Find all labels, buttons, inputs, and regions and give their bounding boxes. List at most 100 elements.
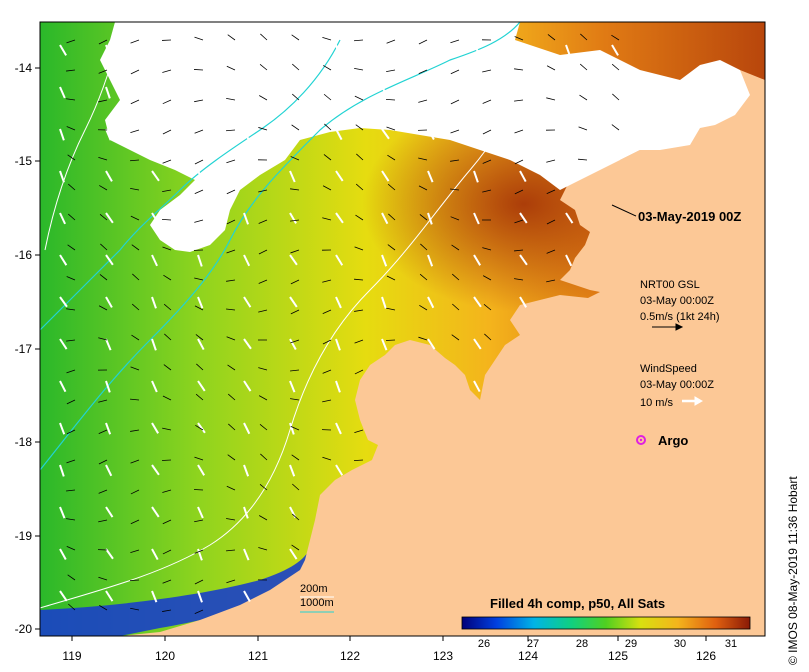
current-arrow bbox=[546, 189, 556, 194]
current-arrow bbox=[322, 339, 332, 345]
lat-tick-label: -20 bbox=[15, 622, 33, 636]
current-arrow bbox=[324, 123, 332, 131]
lon-tick-label: 121 bbox=[248, 649, 268, 663]
current-arrow bbox=[67, 154, 76, 161]
wind-arrow bbox=[243, 44, 252, 56]
current-arrow bbox=[194, 305, 204, 311]
wind-arrow bbox=[519, 170, 527, 183]
current-arrow bbox=[451, 273, 460, 281]
current-arrow bbox=[258, 219, 268, 224]
current-arrow bbox=[419, 273, 428, 281]
current-arrow bbox=[194, 36, 204, 41]
current-arrow bbox=[482, 69, 492, 73]
current-arrow bbox=[130, 429, 140, 432]
current-arrow bbox=[66, 518, 76, 521]
wind-arrow bbox=[289, 548, 298, 560]
wind-arrow bbox=[151, 506, 160, 518]
current-arrow bbox=[130, 187, 140, 191]
current-arrow bbox=[130, 398, 140, 401]
wind-arrow bbox=[335, 422, 342, 435]
current-arrow bbox=[514, 68, 524, 71]
colorbar-ticks: 26 27 28 29 30 31 bbox=[478, 638, 737, 650]
colorbar-tick-label: 31 bbox=[725, 638, 737, 650]
wind-arrow bbox=[335, 338, 341, 351]
wind-arrow bbox=[59, 464, 65, 477]
current-arrow bbox=[291, 34, 300, 41]
current-arrow bbox=[323, 65, 332, 71]
wind-arrow bbox=[289, 464, 296, 477]
current-arrow bbox=[98, 399, 108, 403]
current-arrow bbox=[484, 333, 492, 341]
current-arrow bbox=[100, 243, 108, 251]
wind-arrow bbox=[105, 86, 111, 99]
current-arrow bbox=[514, 36, 524, 41]
current-arrow bbox=[386, 69, 396, 73]
wind-arrow bbox=[151, 44, 158, 57]
current-arrow bbox=[98, 156, 108, 161]
wind-arrow bbox=[611, 44, 619, 56]
lat-tick-label: -16 bbox=[15, 248, 33, 262]
wind-arrow bbox=[105, 296, 113, 308]
current-arrow bbox=[258, 547, 268, 551]
depth-legend-1000m: 1000m bbox=[300, 597, 334, 609]
lon-tick-label: 126 bbox=[696, 649, 716, 663]
wind-arrows bbox=[59, 44, 620, 603]
current-arrow bbox=[514, 278, 524, 281]
current-arrow bbox=[132, 273, 140, 281]
date-label-pointer bbox=[611, 204, 637, 217]
current-arrow bbox=[482, 159, 492, 164]
current-arrow bbox=[385, 339, 396, 341]
current-arrow bbox=[354, 278, 364, 281]
wind-arrow bbox=[335, 380, 341, 393]
current-arrow bbox=[418, 69, 428, 75]
current-arrow bbox=[450, 99, 460, 105]
wind-arrow bbox=[105, 548, 114, 560]
current-legend-scale: 0.5m/s (1kt 24h) bbox=[640, 311, 719, 323]
lon-tick-label: 125 bbox=[608, 649, 628, 663]
wind-arrow bbox=[151, 254, 158, 267]
current-arrow bbox=[546, 159, 556, 163]
current-arrow bbox=[322, 399, 332, 403]
current-arrow bbox=[578, 126, 588, 131]
current-arrow bbox=[226, 65, 236, 71]
argo-label: Argo bbox=[658, 433, 688, 448]
current-arrow bbox=[386, 275, 396, 281]
wind-arrow bbox=[565, 170, 574, 182]
wind-arrow bbox=[289, 296, 298, 308]
current-arrow bbox=[578, 158, 588, 161]
wind-arrow bbox=[197, 590, 203, 603]
current-arrow bbox=[260, 33, 268, 41]
current-arrow bbox=[98, 337, 108, 341]
current-arrow bbox=[611, 34, 620, 41]
current-arrow bbox=[66, 429, 76, 435]
current-arrow bbox=[194, 277, 204, 281]
current-arrow bbox=[291, 544, 300, 551]
current-arrow bbox=[195, 334, 204, 341]
current-arrow bbox=[514, 189, 524, 195]
current-arrow bbox=[162, 189, 172, 193]
wind-arrow bbox=[105, 422, 112, 435]
current-arrow bbox=[68, 603, 76, 611]
wind-arrow bbox=[151, 380, 158, 393]
current-arrow bbox=[354, 339, 364, 344]
current-arrow bbox=[450, 129, 460, 134]
current-arrow bbox=[162, 579, 172, 584]
lon-tick-label: 123 bbox=[433, 649, 453, 663]
wind-arrow bbox=[473, 296, 482, 308]
current-arrow bbox=[227, 454, 236, 461]
wind-arrow bbox=[565, 128, 574, 140]
wind-arrow bbox=[243, 548, 250, 561]
lat-tick-label: -19 bbox=[15, 529, 33, 543]
colorbar bbox=[461, 616, 751, 630]
current-arrow bbox=[546, 97, 556, 101]
wind-arrow bbox=[289, 422, 295, 435]
wind-arrow bbox=[243, 380, 252, 392]
argo-marker-center bbox=[639, 438, 643, 442]
current-arrow bbox=[258, 127, 268, 131]
current-arrow bbox=[194, 456, 204, 461]
wind-arrow bbox=[105, 380, 111, 393]
wind-arrow bbox=[335, 128, 343, 141]
current-arrow bbox=[482, 275, 492, 281]
current-arrow bbox=[322, 185, 332, 191]
current-arrow bbox=[194, 129, 204, 134]
